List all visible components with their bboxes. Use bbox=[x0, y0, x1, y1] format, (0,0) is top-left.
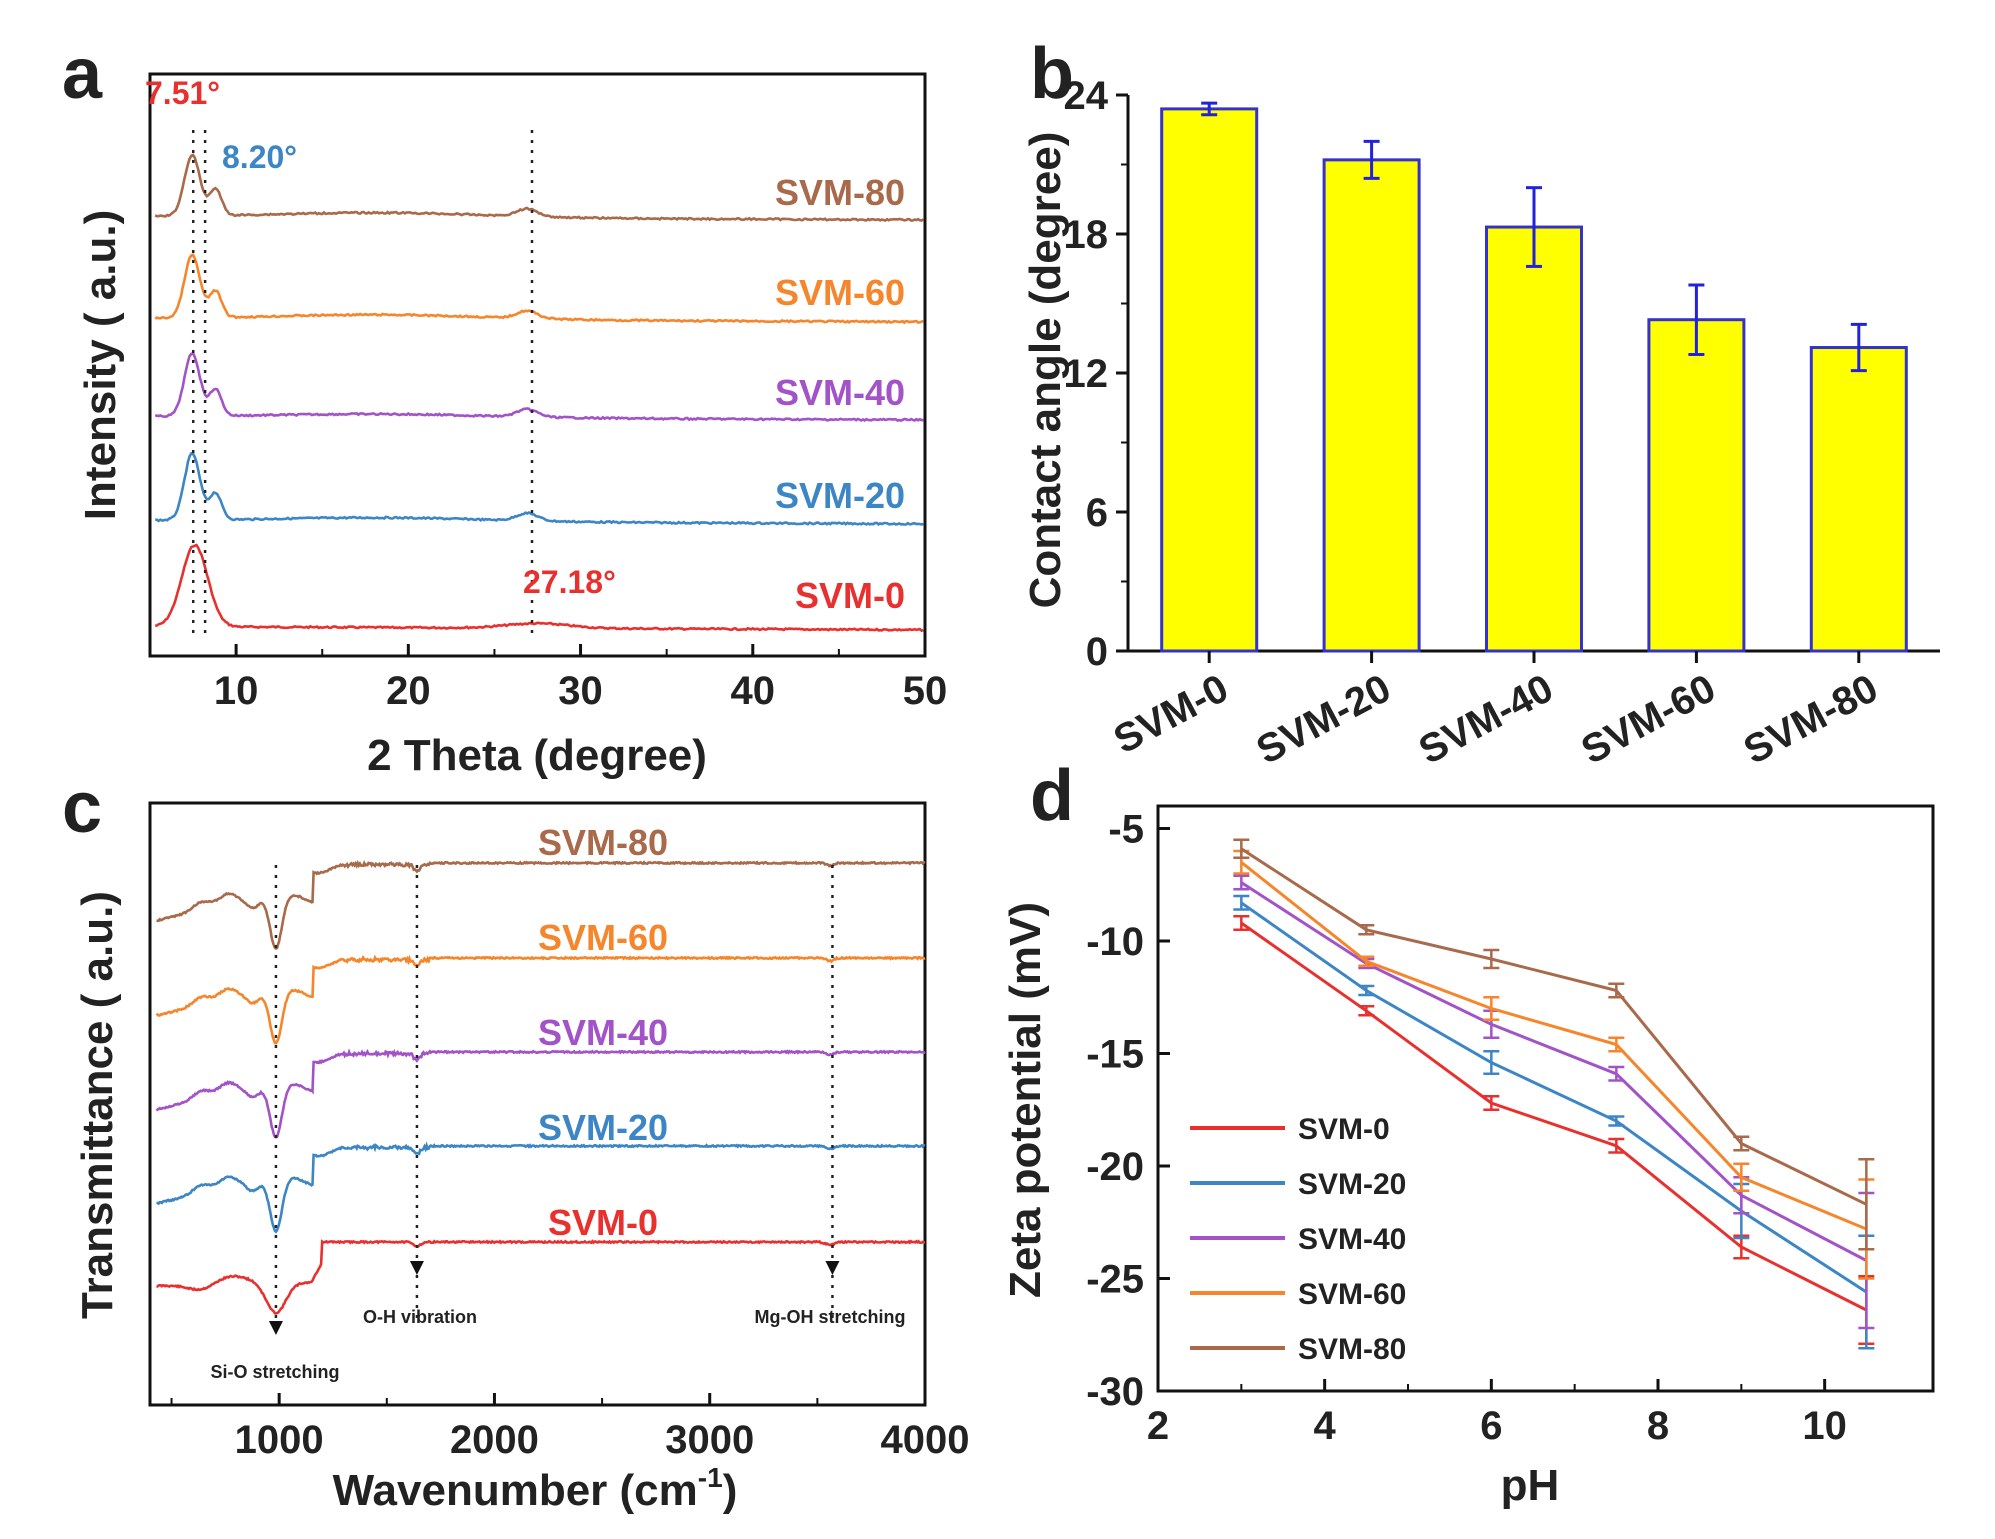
panel-c-series-label: SVM-80 bbox=[538, 822, 668, 863]
panel-c-ylabel: Transmittance ( a.u.) bbox=[73, 891, 122, 1319]
panel-c-series-label: SVM-20 bbox=[538, 1107, 668, 1148]
panel-a-series-label: SVM-80 bbox=[775, 172, 905, 213]
panel-c-series-label: SVM-0 bbox=[548, 1202, 658, 1243]
panel-d: d 2 4 6 8 10 -5 -10 -15 -20 -25 -30 SVM-0 SVM-20 SVM… bbox=[1001, 756, 1935, 1510]
panel-b-ytick-label: 18 bbox=[1064, 213, 1109, 257]
panel-d-line-svm-80 bbox=[1240, 847, 1867, 1206]
panel-a-series-label: SVM-0 bbox=[795, 575, 905, 616]
panel-a-ylabel: Intensity ( a.u.) bbox=[76, 210, 125, 520]
panel-c-band-arrow bbox=[409, 1261, 424, 1275]
panel-c-band-arrow bbox=[825, 1261, 840, 1275]
panel-a-xtick-label: 50 bbox=[903, 669, 948, 713]
panel-d-line-svm-60 bbox=[1240, 861, 1867, 1231]
panel-b-bar-svm-0 bbox=[1160, 107, 1259, 653]
panel-a-series-label: SVM-20 bbox=[775, 475, 905, 516]
panel-a-xlabel: 2 Theta (degree) bbox=[367, 731, 707, 780]
panel-b-ytick-label: 24 bbox=[1064, 74, 1109, 118]
panel-a-frame bbox=[148, 72, 927, 658]
panel-d-ytick-label: -20 bbox=[1086, 1145, 1144, 1189]
panel-d-ylabel: Zeta potential (mV) bbox=[1001, 902, 1050, 1298]
panel-c-series-label: SVM-40 bbox=[538, 1012, 668, 1053]
panel-d-line-svm-20 bbox=[1240, 901, 1868, 1294]
panel-b-bar-svm-40 bbox=[1485, 225, 1583, 653]
panel-b-bar-svm-80 bbox=[1809, 346, 1908, 653]
panel-a-xtick-label: 10 bbox=[214, 669, 259, 713]
panel-d-legend-label: SVM-20 bbox=[1298, 1168, 1406, 1201]
panel-a-peak-label: 8.20° bbox=[222, 139, 297, 175]
panel-a-series-label: SVM-40 bbox=[775, 372, 905, 413]
panel-d-legend-label: SVM-40 bbox=[1298, 1223, 1406, 1256]
panel-d-ytick-label: -10 bbox=[1086, 920, 1144, 964]
panel-d-xtick-label: 4 bbox=[1314, 1404, 1337, 1448]
panel-c-xtick-label: 4000 bbox=[881, 1418, 970, 1462]
panel-d-ytick-label: -25 bbox=[1086, 1258, 1144, 1302]
panel-b-ytick-label: 12 bbox=[1064, 352, 1109, 396]
panel-d-frame bbox=[1156, 804, 1935, 1393]
panel-a-xtick-label: 20 bbox=[386, 669, 431, 713]
panel-d-legend-label: SVM-0 bbox=[1298, 1113, 1390, 1146]
panel-a-curve-svm-20 bbox=[155, 451, 924, 527]
panel-d-xtick-label: 6 bbox=[1480, 1404, 1502, 1448]
panel-c-xtick-label: 3000 bbox=[665, 1418, 754, 1462]
panel-d-xtick-label: 8 bbox=[1647, 1404, 1669, 1448]
panel-d-line-svm-40 bbox=[1240, 881, 1867, 1262]
panel-a-series-label: SVM-60 bbox=[775, 272, 905, 313]
panel-c-xlabel: Wavenumber (cm-1) bbox=[333, 1462, 738, 1515]
panel-a-xtick-label: 40 bbox=[731, 669, 776, 713]
panel-a-curve-svm-60 bbox=[154, 253, 924, 325]
panel-d-ytick-label: -15 bbox=[1086, 1033, 1144, 1077]
panel-a-letter: a bbox=[62, 34, 103, 114]
panel-d-ytick-label: -5 bbox=[1108, 808, 1144, 852]
panel-c-xtick-label: 2000 bbox=[450, 1418, 539, 1462]
panel-d-ytick-label: -30 bbox=[1086, 1370, 1144, 1414]
panel-c: c 1000 2000 3000 4000 Si-O stretching O-H vi… bbox=[62, 768, 969, 1515]
panel-b-ytick-label: 6 bbox=[1086, 491, 1108, 535]
panel-b-ytick-label: 0 bbox=[1086, 630, 1108, 674]
panel-c-curve-svm-20 bbox=[156, 1141, 926, 1234]
panel-c-curve-svm-60 bbox=[155, 954, 926, 1045]
panel-c-frame bbox=[148, 801, 927, 1407]
panel-d-letter: d bbox=[1030, 756, 1074, 836]
panel-b-bar-svm-20 bbox=[1322, 158, 1421, 653]
panel-d-line-svm-0 bbox=[1240, 921, 1867, 1312]
panel-c-band-label: O-H vibration bbox=[363, 1307, 477, 1327]
panel-c-curve-svm-40 bbox=[155, 1048, 926, 1139]
panel-a-curve-svm-80 bbox=[154, 153, 925, 223]
panel-c-curve-svm-0 bbox=[156, 1239, 925, 1315]
panel-c-letter: c bbox=[62, 768, 102, 848]
panel-a-xtick-label: 30 bbox=[558, 669, 603, 713]
panel-a-curve-svm-0 bbox=[155, 543, 924, 633]
panel-a-peak-label: 7.51° bbox=[145, 75, 220, 111]
panel-c-band-arrow bbox=[268, 1321, 283, 1335]
panel-d-xtick-label: 2 bbox=[1147, 1404, 1169, 1448]
panel-d-xtick-label: 10 bbox=[1802, 1404, 1847, 1448]
panel-a-peak-label: 27.18° bbox=[523, 564, 616, 600]
panel-d-xlabel: pH bbox=[1501, 1461, 1560, 1510]
panel-d-legend-label: SVM-60 bbox=[1298, 1278, 1406, 1311]
panel-c-series-label: SVM-60 bbox=[538, 917, 668, 958]
panel-b-bar-svm-60 bbox=[1647, 318, 1746, 653]
panel-a-curve-svm-40 bbox=[154, 351, 924, 422]
panel-c-band-label: Mg-OH stretching bbox=[755, 1307, 906, 1327]
panel-b-letter: b bbox=[1030, 34, 1074, 114]
panel-c-xtick-label: 1000 bbox=[235, 1418, 324, 1462]
panel-b-ylabel: Contact angle (degree) bbox=[1021, 132, 1070, 609]
panel-d-legend-label: SVM-80 bbox=[1298, 1333, 1406, 1366]
panel-a: a 10 20 30 40 50 7.51°8.20° 27.18° SVM-0 SVM-20… bbox=[62, 34, 947, 780]
panel-c-band-label: Si-O stretching bbox=[210, 1362, 339, 1382]
panel-c-curve-svm-80 bbox=[156, 859, 926, 951]
